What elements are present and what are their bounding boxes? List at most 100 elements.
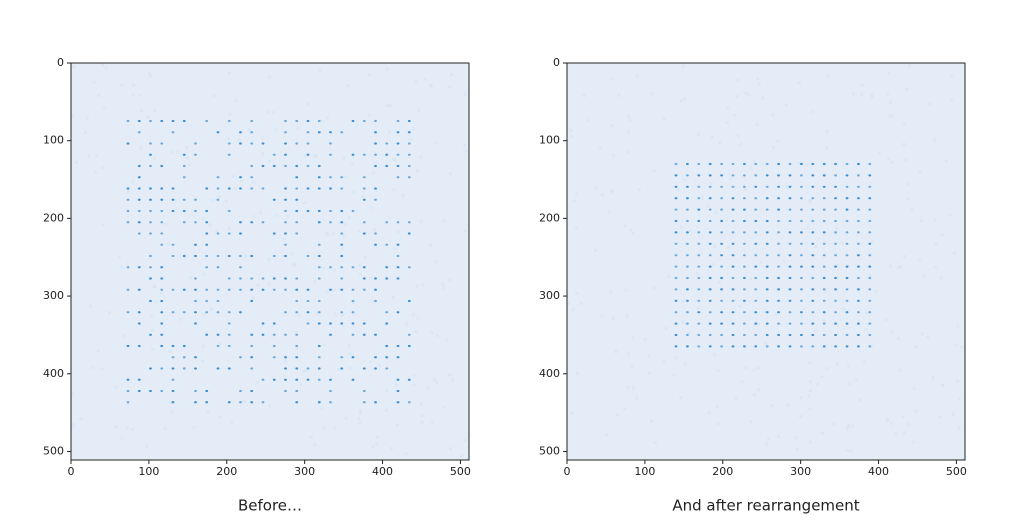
atom-spot: [811, 174, 815, 177]
atom-spot: [754, 197, 758, 200]
atom-spot: [396, 378, 400, 381]
atom-spot: [126, 266, 130, 269]
image-noise: [631, 232, 635, 236]
atom-spot: [857, 174, 860, 177]
image-noise: [710, 182, 714, 186]
image-noise: [359, 272, 363, 276]
image-noise: [628, 118, 632, 122]
atom-spot: [351, 288, 355, 291]
image-noise: [178, 317, 182, 321]
image-noise: [396, 230, 400, 234]
atom-spot: [845, 174, 849, 177]
image-noise: [612, 153, 616, 157]
image-noise: [367, 113, 371, 117]
image-noise: [884, 318, 888, 322]
image-noise: [393, 246, 397, 250]
atom-spot: [834, 219, 837, 223]
image-noise: [744, 92, 748, 96]
atom-spot: [822, 219, 826, 223]
atom-spot: [149, 221, 152, 224]
atom-spot: [811, 333, 815, 337]
image-noise: [449, 72, 453, 76]
image-noise: [586, 119, 590, 123]
image-noise: [227, 71, 231, 75]
atom-spot: [227, 254, 231, 258]
atom-spot: [788, 254, 792, 257]
image-noise: [729, 177, 733, 181]
image-noise: [695, 271, 699, 275]
atom-spot: [857, 322, 860, 325]
image-noise: [348, 352, 352, 356]
image-noise: [902, 142, 906, 146]
atom-spot: [340, 288, 344, 291]
atom-spot: [686, 174, 689, 177]
atom-spot: [822, 242, 826, 245]
image-noise: [681, 64, 685, 68]
atom-spot: [205, 311, 209, 314]
image-noise: [617, 93, 621, 97]
image-noise: [159, 291, 163, 295]
image-noise: [763, 310, 767, 314]
atom-spot: [788, 311, 792, 314]
image-noise: [574, 225, 578, 229]
x-tick-label: 100: [138, 465, 159, 478]
atom-spot: [407, 142, 411, 145]
image-noise: [842, 308, 846, 312]
image-noise: [706, 204, 710, 208]
atom-spot: [765, 185, 769, 188]
atom-spot: [743, 299, 746, 302]
image-noise: [132, 83, 136, 87]
image-noise: [725, 218, 729, 222]
atom-spot: [284, 221, 287, 224]
atom-spot: [845, 333, 849, 337]
atom-spot: [743, 185, 746, 188]
atom-spot: [765, 345, 769, 348]
atom-spot: [171, 288, 175, 291]
image-noise: [370, 205, 374, 209]
atom-spot: [160, 277, 164, 280]
atom-spot: [272, 164, 276, 168]
atom-spot: [407, 176, 411, 179]
image-noise: [416, 316, 420, 320]
atom-spot: [731, 219, 735, 223]
image-noise: [224, 199, 228, 203]
atom-spot: [777, 333, 780, 337]
image-noise: [350, 353, 354, 357]
image-noise: [104, 66, 108, 70]
atom-spot: [284, 367, 287, 370]
atom-spot: [754, 333, 758, 337]
image-noise: [944, 159, 948, 163]
image-noise: [101, 63, 105, 67]
image-noise: [434, 260, 438, 264]
atom-spot: [777, 197, 780, 200]
atom-spot: [385, 142, 389, 145]
atom-spot: [834, 231, 837, 234]
x-tick-label: 0: [564, 465, 571, 478]
atom-spot: [720, 333, 723, 337]
image-noise: [274, 128, 278, 132]
atom-spot: [250, 356, 254, 359]
image-noise: [716, 368, 720, 372]
image-noise: [435, 334, 439, 338]
atom-spot: [329, 378, 332, 381]
image-noise: [421, 283, 425, 287]
atom-spot: [777, 231, 780, 234]
atom-spot: [239, 266, 242, 269]
image-noise: [761, 96, 765, 100]
atom-spot: [811, 231, 815, 234]
atom-spot: [261, 333, 265, 336]
image-noise: [674, 356, 678, 360]
atom-spot: [396, 221, 400, 224]
atom-spot: [396, 356, 400, 359]
atom-spot: [811, 185, 815, 188]
atom-spot: [295, 389, 299, 393]
y-tick-label: 100: [43, 134, 64, 147]
atom-spot: [317, 378, 321, 381]
image-noise: [151, 347, 155, 351]
image-noise: [261, 136, 265, 140]
image-noise: [572, 199, 576, 203]
atom-spot: [868, 299, 872, 302]
atom-spot: [137, 164, 141, 168]
image-noise: [807, 226, 811, 230]
atom-spot: [674, 254, 678, 257]
